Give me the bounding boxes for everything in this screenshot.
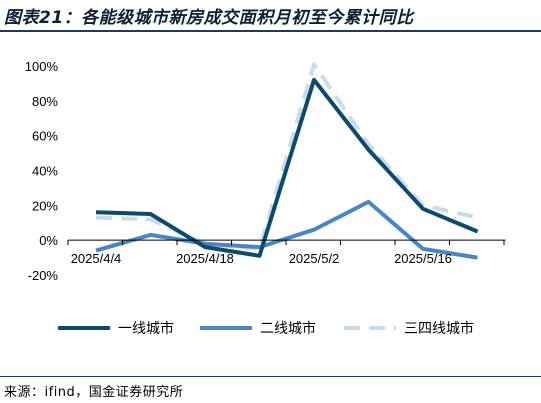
legend-label: 一线城市 [118, 320, 174, 337]
source-note: 来源：ifind，国金证券研究所 [4, 385, 184, 400]
line-chart: 100% 80% 60% 40% 20% 0% -20% 2025/4/4 2025/4/18… [25, 59, 506, 337]
y-tick-label: 0% [39, 233, 58, 248]
y-axis-labels: 100% 80% 60% 40% 20% 0% -20% [25, 59, 59, 283]
y-tick-label: 60% [32, 129, 58, 144]
plot-lines [95, 62, 479, 260]
x-axis-labels: 2025/4/4 2025/4/18 2025/5/2 2025/5/16 [71, 251, 452, 266]
legend-label: 三四线城市 [404, 320, 474, 337]
figure-title: 图表21：各能级城市新房成交面积月初至今累计同比 [4, 8, 414, 28]
x-tick-label: 2025/4/18 [176, 251, 234, 266]
x-tick-label: 2025/5/2 [289, 251, 340, 266]
footer-rule [0, 376, 541, 377]
y-tick-label: -20% [28, 268, 59, 283]
y-tick-label: 80% [32, 94, 58, 109]
x-axis-ticks [67, 240, 505, 246]
title-rule [0, 30, 541, 32]
legend-label: 二线城市 [260, 320, 316, 337]
x-tick-label: 2025/5/16 [394, 251, 452, 266]
y-tick-label: 40% [32, 164, 58, 179]
y-tick-label: 100% [25, 59, 59, 74]
series-line [95, 77, 479, 258]
x-tick-label: 2025/4/4 [71, 251, 122, 266]
series-line [95, 62, 478, 251]
series-line [95, 199, 478, 260]
y-tick-label: 20% [32, 198, 58, 213]
legend: 一线城市 二线城市 三四线城市 [58, 320, 474, 337]
